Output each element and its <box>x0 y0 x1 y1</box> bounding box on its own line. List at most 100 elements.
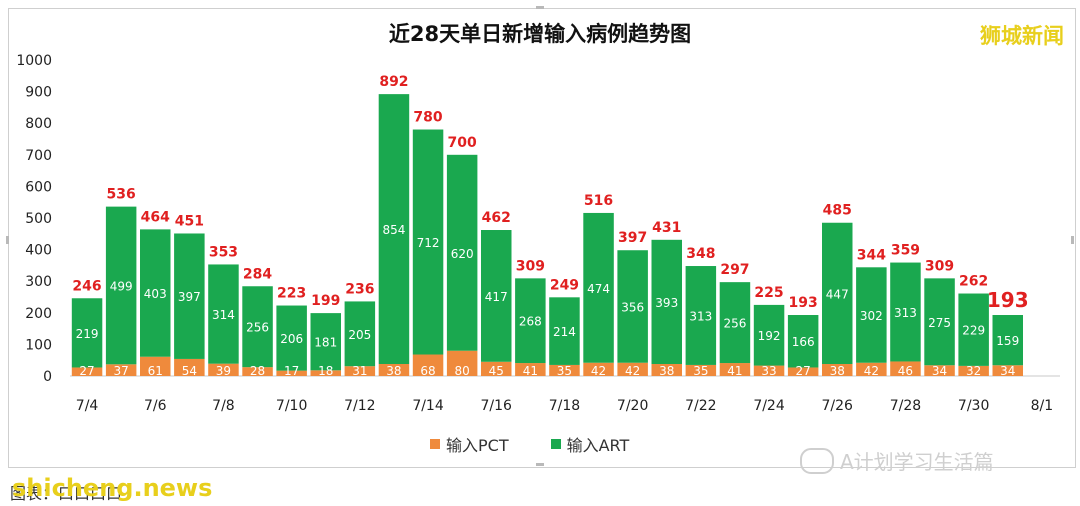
x-tick-label: 7/30 <box>958 398 989 414</box>
y-tick-label: 900 <box>25 85 52 101</box>
bar-pct <box>378 363 410 376</box>
data-label-pct: 41 <box>523 364 538 378</box>
bar-pct <box>549 364 580 376</box>
data-label-pct: 28 <box>250 364 265 378</box>
bar-pct <box>105 364 137 376</box>
bar-art <box>583 212 614 363</box>
data-label-pct: 27 <box>79 364 94 378</box>
bar-art <box>651 239 682 364</box>
bar-pct <box>617 362 648 376</box>
data-label-art: 447 <box>826 287 849 301</box>
data-label-total: 262 <box>959 274 988 290</box>
data-label-art: 393 <box>655 296 678 310</box>
data-label-art: 219 <box>76 327 99 341</box>
resize-handle-left[interactable] <box>6 236 9 244</box>
bar-pct <box>140 356 171 376</box>
bar-art <box>140 229 171 357</box>
data-label-total: 297 <box>720 262 749 278</box>
bar-pct <box>719 363 751 376</box>
x-tick-label: 7/10 <box>276 398 307 414</box>
bar-pct <box>787 367 819 376</box>
legend-swatch-art <box>550 439 561 449</box>
data-label-total: 451 <box>175 213 204 229</box>
data-label-pct: 45 <box>489 364 504 378</box>
data-label-art: 313 <box>689 309 712 323</box>
data-label-total: 464 <box>141 209 170 225</box>
bar-pct <box>822 363 853 376</box>
data-label-total: 397 <box>618 230 647 246</box>
data-label-art: 229 <box>962 324 985 338</box>
data-label-total: 359 <box>891 243 920 259</box>
data-label-total: 892 <box>379 74 408 90</box>
bar-art <box>310 313 341 371</box>
data-label-art: 181 <box>314 336 337 350</box>
legend-label-art: 输入ART <box>566 436 630 455</box>
x-tick-label: 7/6 <box>144 398 167 414</box>
bar-pct <box>481 361 512 376</box>
y-tick-label: 300 <box>25 274 52 290</box>
data-label-total: 485 <box>823 203 852 219</box>
bar-art <box>276 305 307 371</box>
data-label-total: 193 <box>987 288 1029 312</box>
bar-pct <box>174 358 205 376</box>
data-label-pct: 80 <box>455 364 470 378</box>
legend-label-pct: 输入PCT <box>446 436 509 455</box>
x-tick-label: 7/20 <box>617 398 648 414</box>
data-label-pct: 32 <box>966 364 981 378</box>
data-label-pct: 35 <box>557 364 572 378</box>
data-label-art: 256 <box>723 317 746 331</box>
wechat-bubble-icon <box>800 447 834 474</box>
data-label-pct: 38 <box>830 364 845 378</box>
source-caption: 图表：口口口口 <box>10 484 123 503</box>
bar-pct <box>924 365 955 376</box>
data-label-pct: 33 <box>761 364 776 378</box>
x-tick-label: 7/26 <box>822 398 854 414</box>
bar-art <box>822 222 853 364</box>
data-label-total: 536 <box>107 187 136 203</box>
x-tick-label: 7/8 <box>212 398 235 414</box>
data-label-pct: 61 <box>148 364 163 378</box>
data-label-pct: 38 <box>386 364 401 378</box>
x-tick-label: 7/28 <box>890 398 921 414</box>
data-label-total: 236 <box>345 281 374 297</box>
bar-art <box>446 154 478 351</box>
resize-handle-bottom[interactable] <box>536 463 544 466</box>
bar-pct <box>753 365 785 376</box>
data-label-art: 268 <box>519 315 542 329</box>
data-label-pct: 39 <box>216 364 231 378</box>
data-label-art: 302 <box>860 309 883 323</box>
bar-pct <box>208 363 239 376</box>
bar-pct <box>242 367 273 376</box>
data-label-pct: 42 <box>591 364 606 378</box>
data-label-art: 356 <box>621 300 644 314</box>
bar-pct <box>583 362 614 376</box>
data-label-pct: 37 <box>114 364 129 378</box>
resize-handle-right[interactable] <box>1071 236 1074 244</box>
data-label-total: 225 <box>754 285 783 301</box>
data-label-total: 309 <box>925 258 954 274</box>
bar-pct <box>651 363 682 376</box>
data-label-art: 417 <box>485 290 508 304</box>
data-label-art: 712 <box>417 236 440 250</box>
data-label-total: 344 <box>857 247 886 263</box>
resize-handle-top[interactable] <box>536 6 544 9</box>
y-tick-label: 0 <box>43 369 52 385</box>
data-label-art: 854 <box>382 223 405 237</box>
x-tick-label: 7/22 <box>685 398 716 414</box>
bar-art <box>890 262 921 362</box>
y-tick-label: 600 <box>25 179 52 195</box>
data-label-art: 166 <box>792 335 815 349</box>
bar-art <box>617 250 648 363</box>
x-tick-label: 7/12 <box>344 398 375 414</box>
x-tick-label: 7/24 <box>753 398 785 414</box>
bar-art <box>856 267 887 363</box>
bar-art <box>719 282 751 364</box>
data-label-pct: 54 <box>182 364 197 378</box>
x-tick-label: 8/1 <box>1031 398 1054 414</box>
data-label-art: 214 <box>553 325 576 339</box>
bar-art <box>481 230 512 362</box>
bar-pct <box>344 366 376 376</box>
data-label-total: 246 <box>72 278 101 294</box>
y-tick-label: 400 <box>25 243 52 259</box>
watermark-wechat-text: A计划学习生活篇 <box>840 450 994 474</box>
